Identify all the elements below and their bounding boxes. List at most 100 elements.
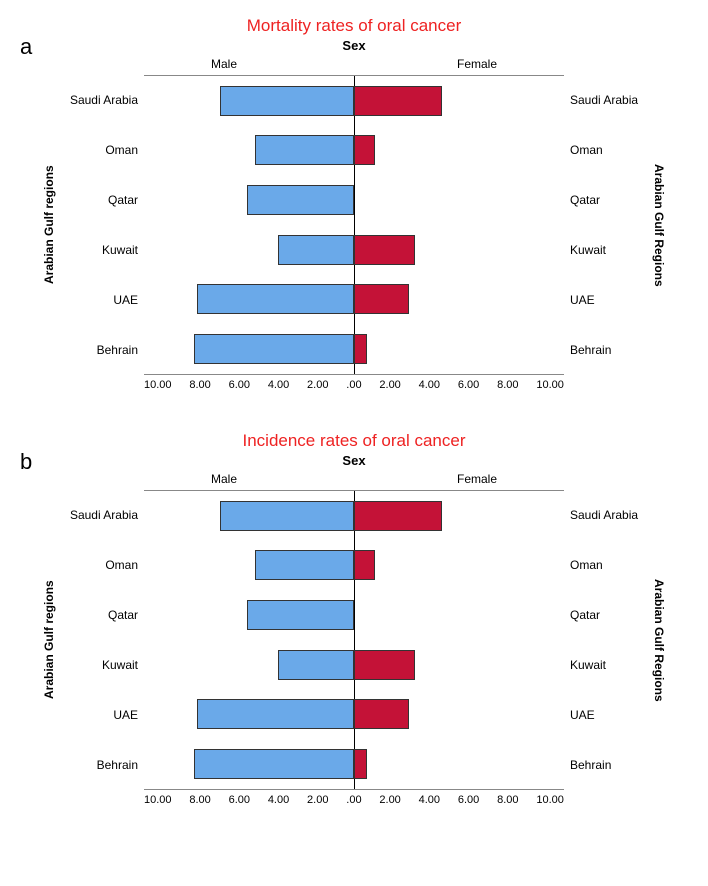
- legend-male: Male: [211, 472, 237, 486]
- category-label: Qatar: [570, 608, 650, 622]
- bar-male: [247, 600, 354, 630]
- category-label: Oman: [58, 143, 138, 157]
- bar-row: [144, 233, 564, 267]
- legend-female: Female: [457, 57, 497, 71]
- bar-male: [194, 749, 354, 779]
- x-tick: 8.00: [189, 794, 210, 806]
- category-label: Qatar: [58, 608, 138, 622]
- x-tick: .00: [346, 794, 361, 806]
- x-tick: 6.00: [458, 794, 479, 806]
- category-label: Saudi Arabia: [570, 508, 650, 522]
- bar-female: [354, 650, 415, 680]
- bar-row: [144, 697, 564, 731]
- bar-row: [144, 133, 564, 167]
- bar-row: [144, 648, 564, 682]
- x-tick: 8.00: [497, 794, 518, 806]
- bar-male: [278, 650, 354, 680]
- category-label: Oman: [570, 558, 650, 572]
- plot-area: [144, 75, 564, 375]
- chart-supertitle: Sex: [20, 453, 688, 468]
- category-label: Kuwait: [570, 243, 650, 257]
- x-axis: 10.00 8.00 6.00 4.00 2.00 .00 2.00 4.00 6.00 8.00…: [144, 790, 564, 806]
- bar-male: [197, 699, 354, 729]
- category-label: Saudi Arabia: [58, 508, 138, 522]
- bar-female: [354, 86, 442, 116]
- category-labels-right: Saudi ArabiaOmanQatarKuwaitUAEBehrain: [564, 75, 650, 375]
- x-tick: 10.00: [144, 379, 172, 391]
- category-label: Kuwait: [58, 243, 138, 257]
- x-axis: 10.00 8.00 6.00 4.00 2.00 .00 2.00 4.00 6.00 8.00…: [144, 375, 564, 391]
- category-label: Oman: [58, 558, 138, 572]
- bar-female: [354, 550, 375, 580]
- category-labels-left: Saudi Arabia Oman Qatar Kuwait UAE Behrain: [58, 490, 144, 790]
- bar-row: [144, 598, 564, 632]
- legend-male: Male: [211, 57, 237, 71]
- x-tick: 6.00: [229, 794, 250, 806]
- x-tick: 10.00: [144, 794, 172, 806]
- bar-row: [144, 84, 564, 118]
- x-tick: 6.00: [458, 379, 479, 391]
- x-tick: 6.00: [229, 379, 250, 391]
- bar-female: [354, 235, 415, 265]
- category-label: Behrain: [58, 343, 138, 357]
- x-tick: 4.00: [419, 379, 440, 391]
- x-tick: 2.00: [379, 379, 400, 391]
- x-tick: 2.00: [307, 794, 328, 806]
- category-label: Oman: [570, 143, 650, 157]
- category-labels-right: Saudi Arabia Oman Qatar Kuwait UAE Behrain: [564, 490, 650, 790]
- bar-female: [354, 284, 409, 314]
- bar-female: [354, 334, 367, 364]
- x-tick: 4.00: [268, 379, 289, 391]
- bar-male: [194, 334, 354, 364]
- bar-male: [220, 86, 354, 116]
- legend-row: Male Female: [20, 57, 688, 71]
- x-tick: 4.00: [268, 794, 289, 806]
- x-tick: 2.00: [307, 379, 328, 391]
- x-tick: 10.00: [536, 794, 564, 806]
- legend-female: Female: [457, 472, 497, 486]
- chart-title: Incidence rates of oral cancer: [20, 431, 688, 451]
- bar-row: [144, 747, 564, 781]
- x-tick: 10.00: [536, 379, 564, 391]
- panel-letter: a: [20, 34, 32, 60]
- bar-male: [247, 185, 354, 215]
- category-label: Qatar: [58, 193, 138, 207]
- category-label: Qatar: [570, 193, 650, 207]
- bar-male: [197, 284, 354, 314]
- category-label: UAE: [570, 293, 650, 307]
- panel-letter: b: [20, 449, 32, 475]
- bar-row: [144, 499, 564, 533]
- x-tick: 8.00: [189, 379, 210, 391]
- category-label: Behrain: [570, 758, 650, 772]
- category-label: UAE: [58, 293, 138, 307]
- y-axis-label-left: Arabian Gulf regions: [40, 75, 58, 375]
- plot-area: [144, 490, 564, 790]
- bar-row: [144, 548, 564, 582]
- bar-row: [144, 332, 564, 366]
- chart-title: Mortality rates of oral cancer: [20, 16, 688, 36]
- y-axis-label-right: Arabian Gulf Regions: [650, 75, 668, 375]
- chart-supertitle: Sex: [20, 38, 688, 53]
- category-label: UAE: [570, 708, 650, 722]
- bar-row: [144, 183, 564, 217]
- bar-male: [278, 235, 354, 265]
- bar-male: [255, 135, 354, 165]
- bar-male: [220, 501, 354, 531]
- bar-female: [354, 749, 367, 779]
- x-tick: 2.00: [379, 794, 400, 806]
- category-label: Saudi Arabia: [570, 93, 650, 107]
- category-label: Behrain: [58, 758, 138, 772]
- category-label: Kuwait: [570, 658, 650, 672]
- x-tick: 8.00: [497, 379, 518, 391]
- y-axis-label-right: Arabian Gulf Regions: [650, 490, 668, 790]
- category-label: Saudi Arabia: [58, 93, 138, 107]
- x-tick: .00: [346, 379, 361, 391]
- category-labels-left: Saudi Arabia Oman Qatar Kuwait UAE Behrain: [58, 75, 144, 375]
- category-label: Kuwait: [58, 658, 138, 672]
- y-axis-label-left: Arabian Gulf regions: [40, 490, 58, 790]
- bar-female: [354, 699, 409, 729]
- bar-female: [354, 135, 375, 165]
- bar-male: [255, 550, 354, 580]
- x-tick: 4.00: [419, 794, 440, 806]
- category-label: UAE: [58, 708, 138, 722]
